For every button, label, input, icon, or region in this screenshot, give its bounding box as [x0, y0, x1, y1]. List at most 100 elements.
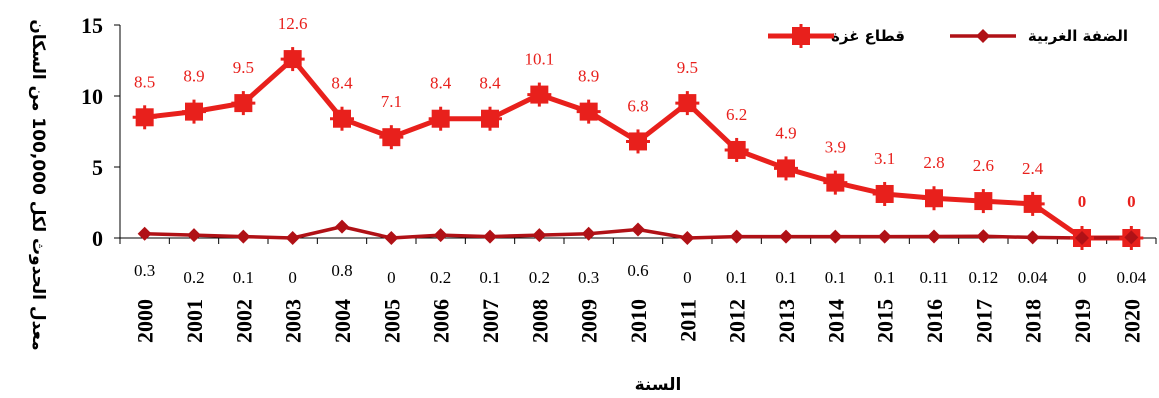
- westbank-data-label: 0.12: [968, 268, 998, 287]
- gaza-point: [280, 47, 305, 72]
- westbank-data-label: 0: [1078, 268, 1087, 287]
- westbank-point: [335, 219, 349, 234]
- gaza-data-label: 8.4: [479, 74, 501, 93]
- westbank-point: [433, 228, 448, 243]
- westbank-data-label: 0.1: [874, 268, 895, 287]
- westbank-data-label: 0.04: [1018, 268, 1048, 287]
- x-tick-label: 2016: [922, 299, 947, 343]
- westbank-point: [680, 231, 695, 245]
- westbank-point: [483, 229, 497, 244]
- westbank-point: [1075, 231, 1089, 245]
- westbank-point: [631, 222, 645, 237]
- gaza-point: [1020, 191, 1045, 216]
- x-tick-label: 2006: [429, 299, 454, 343]
- westbank-point: [285, 231, 300, 245]
- westbank-point: [1025, 230, 1040, 245]
- westbank-data-label: 0.11: [919, 268, 948, 287]
- gaza-data-label: 0: [1078, 192, 1087, 211]
- gaza-data-label: 8.5: [134, 72, 155, 91]
- westbank-data-label: 0.2: [430, 268, 451, 287]
- x-tick-label: 2003: [281, 299, 306, 343]
- gaza-point: [872, 181, 897, 206]
- gaza-data-label: 6.8: [627, 96, 648, 115]
- x-tick-label: 2015: [873, 299, 898, 343]
- westbank-point: [581, 226, 596, 241]
- westbank-point: [532, 228, 547, 243]
- gaza-point: [774, 156, 798, 181]
- gaza-data-label: 9.5: [677, 58, 698, 77]
- x-tick-label: 2005: [379, 299, 404, 343]
- x-tick-label: 2017: [971, 299, 996, 343]
- gaza-point: [231, 91, 256, 116]
- gaza-point: [379, 125, 404, 150]
- x-tick-label: 2012: [725, 299, 750, 343]
- gaza-point: [922, 186, 946, 211]
- gaza-data-label: 10.1: [524, 50, 554, 69]
- gaza-data-label: 8.9: [578, 67, 599, 86]
- westbank-point: [729, 229, 744, 244]
- y-tick-label: 5: [92, 155, 103, 180]
- westbank-point: [1124, 230, 1139, 245]
- gaza-data-label: 12.6: [278, 14, 308, 33]
- x-tick-label: 2007: [478, 299, 503, 343]
- data-labels: 8.5 8.9 9.5 12.6 8.4 7.1 8.4 8.4 10.1 8.9 6.8 9.5 6.…: [134, 14, 1147, 287]
- gaza-point: [132, 105, 157, 130]
- x-tick-label: 2001: [182, 299, 207, 343]
- legend-label-westbank: الضفة الغربية: [1028, 27, 1128, 45]
- y-tick-label: 10: [81, 84, 103, 109]
- westbank-data-label: 0.2: [183, 268, 204, 287]
- x-tick-label: 2018: [1021, 299, 1046, 343]
- x-tick-label: 2020: [1119, 299, 1144, 343]
- gaza-point: [527, 82, 552, 107]
- westbank-data-label: 0.1: [233, 268, 254, 287]
- westbank-data-label: 0.1: [825, 268, 846, 287]
- westbank-data-label: 0.1: [775, 268, 796, 287]
- gaza-data-label: 3.1: [874, 149, 895, 168]
- gaza-point: [823, 170, 848, 195]
- westbank-data-label: 0: [387, 268, 396, 287]
- x-tick-label: 2009: [577, 299, 602, 343]
- gaza-data-label: 2.4: [1022, 159, 1044, 178]
- gaza-data-label: 8.4: [430, 74, 452, 93]
- y-axis-title: معدل الحدوث لكل 100,000 من السكان: [28, 19, 48, 350]
- westbank-data-label: 0: [288, 268, 297, 287]
- westbank-data-label: 0.2: [529, 268, 550, 287]
- westbank-point: [976, 229, 991, 244]
- legend-label-gaza: قطاع غزة: [831, 27, 905, 45]
- gaza-data-label: 2.8: [923, 153, 944, 172]
- legend: الضفة الغربية قطاع غزة: [768, 24, 1128, 48]
- westbank-data-label: 0: [683, 268, 692, 287]
- legend-marker-westbank: [976, 29, 990, 43]
- westbank-point: [236, 229, 251, 244]
- westbank-point: [877, 229, 892, 244]
- gaza-data-label: 9.5: [233, 58, 254, 77]
- westbank-data-label: 0.8: [331, 261, 352, 280]
- westbank-data-label: 0.04: [1116, 268, 1146, 287]
- westbank-data-label: 0.3: [134, 261, 155, 280]
- gaza-point: [724, 137, 749, 162]
- gaza-point: [330, 106, 354, 131]
- gaza-point: [576, 99, 601, 124]
- westbank-data-label: 0.6: [627, 261, 648, 280]
- y-tick-label: 15: [81, 13, 103, 38]
- x-tick-label: 2008: [527, 299, 552, 343]
- gaza-data-label: 0: [1127, 192, 1136, 211]
- gaza-point: [478, 106, 502, 131]
- gaza-point: [428, 106, 453, 131]
- x-tick-label: 2013: [774, 299, 799, 343]
- x-tick-label: 2000: [133, 299, 158, 343]
- gaza-point: [675, 91, 700, 116]
- y-tick-label: 0: [92, 226, 103, 251]
- westbank-point: [927, 229, 941, 244]
- x-tick-label: 2019: [1070, 299, 1095, 343]
- series-markers: [132, 47, 1144, 250]
- gaza-data-label: 8.4: [331, 74, 353, 93]
- westbank-point: [137, 226, 152, 241]
- westbank-point: [828, 229, 843, 244]
- gaza-data-label: 6.2: [726, 105, 747, 124]
- gaza-data-label: 4.9: [775, 123, 796, 142]
- gaza-point: [971, 189, 996, 214]
- westbank-point: [384, 231, 399, 245]
- westbank-data-label: 0.1: [479, 268, 500, 287]
- gaza-point: [182, 99, 206, 124]
